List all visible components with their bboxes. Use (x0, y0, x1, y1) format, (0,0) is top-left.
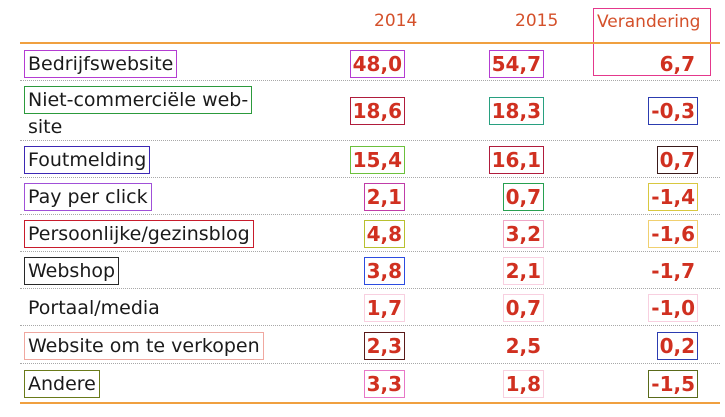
value-change: -1,4 (648, 183, 698, 211)
row-separator (20, 363, 720, 364)
value-change: -1,5 (648, 370, 698, 398)
table-row: Persoonlijke/gezinsblog 4,8 3,2 -1,6 (20, 215, 720, 252)
value-2014: 1,7 (363, 294, 405, 322)
value-change: 0,2 (656, 332, 698, 360)
row-label: Bedrijfswebsite (24, 50, 178, 78)
row-label: Pay per click (24, 183, 152, 211)
row-label: Persoonlijke/gezinsblog (24, 220, 254, 248)
value-2015: 16,1 (488, 146, 544, 174)
value-2014: 15,4 (349, 146, 405, 174)
table-row: Andere 3,3 1,8 -1,5 (20, 364, 720, 402)
table-row: Niet-commerciële web- site 18,6 18,3 -0,… (20, 81, 720, 141)
table-row: Webshop 3,8 2,1 -1,7 (20, 252, 720, 289)
row-separator (20, 140, 720, 141)
value-2015: 2,1 (502, 257, 544, 285)
row-separator (20, 214, 720, 215)
table-row: Bedrijfswebsite 48,0 54,7 6,7 (20, 44, 720, 81)
value-2014: 48,0 (349, 50, 405, 78)
value-2014: 3,8 (363, 257, 405, 285)
value-change: -0,3 (648, 97, 698, 125)
value-2015: 54,7 (488, 50, 544, 78)
value-2014: 3,3 (363, 370, 405, 398)
row-separator (20, 325, 720, 326)
row-label-continued: site (28, 116, 63, 138)
value-change: -1,7 (651, 259, 695, 283)
value-2015: 1,8 (502, 370, 544, 398)
row-label: Portaal/media (28, 297, 160, 319)
value-2015: 0,7 (502, 183, 544, 211)
row-label: Website om te verkopen (24, 332, 264, 360)
table-row: Website om te verkopen 2,3 2,5 0,2 (20, 326, 720, 364)
top-rule (20, 42, 720, 44)
row-separator (20, 177, 720, 178)
value-change: 0,7 (656, 146, 698, 174)
row-label: Foutmelding (24, 146, 151, 174)
table-row: Pay per click 2,1 0,7 -1,4 (20, 178, 720, 215)
value-2014: 4,8 (363, 220, 405, 248)
value-change: -1,0 (648, 294, 698, 322)
value-change: 6,7 (659, 52, 695, 76)
value-2015: 3,2 (502, 220, 544, 248)
value-2015: 0,7 (502, 294, 544, 322)
value-2015: 18,3 (488, 97, 544, 125)
value-2015: 2,5 (505, 334, 541, 358)
row-label: Webshop (24, 257, 120, 285)
table-row: Foutmelding 15,4 16,1 0,7 (20, 141, 720, 178)
value-change: -1,6 (648, 220, 698, 248)
row-separator (20, 80, 720, 81)
row-label: Niet-commerciële web- (24, 86, 253, 114)
table-row: Portaal/media 1,7 0,7 -1,0 (20, 289, 720, 326)
value-2014: 18,6 (349, 97, 405, 125)
header-2014: 2014 (374, 11, 418, 31)
value-2014: 2,3 (363, 332, 405, 360)
value-2014: 2,1 (363, 183, 405, 211)
row-label: Andere (24, 370, 100, 398)
header-2015: 2015 (515, 11, 559, 31)
row-separator (20, 251, 720, 252)
bottom-rule (20, 402, 720, 404)
row-separator (20, 288, 720, 289)
